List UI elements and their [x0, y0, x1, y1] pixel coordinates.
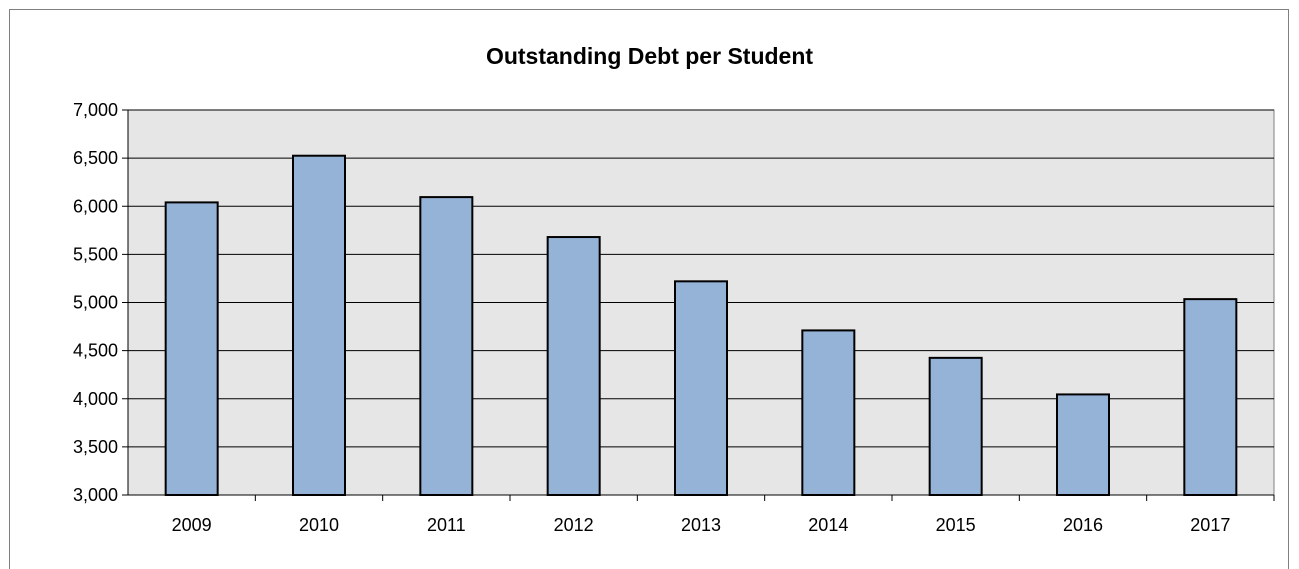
x-tick-label: 2014 [808, 515, 848, 535]
y-tick-label: 4,500 [73, 341, 118, 361]
x-tick-label: 2017 [1190, 515, 1230, 535]
x-tick-label: 2011 [427, 515, 466, 535]
x-tick-label: 2009 [172, 515, 212, 535]
y-tick-label: 5,000 [73, 293, 118, 313]
y-tick-label: 4,000 [73, 389, 118, 409]
y-tick-label: 6,500 [73, 148, 118, 168]
bar-2016 [1056, 393, 1110, 497]
y-tick-label: 7,000 [73, 100, 118, 120]
y-tick-label: 3,500 [73, 437, 118, 457]
x-tick-label: 2013 [681, 515, 721, 535]
x-tick-label: 2016 [1063, 515, 1103, 535]
bar-2015 [928, 356, 983, 496]
bar-2009 [164, 201, 219, 496]
y-tick-label: 5,500 [73, 244, 118, 264]
x-tick-label: 2012 [554, 515, 594, 535]
bar-2017 [1183, 298, 1238, 496]
bar-2014 [801, 329, 856, 496]
y-tick-label: 3,000 [73, 485, 118, 505]
chart-title: Outstanding Debt per Student [485, 43, 814, 69]
bar-2010 [292, 154, 346, 496]
bar-2012 [546, 236, 601, 497]
bar-2013 [674, 280, 728, 497]
y-tick-label: 6,000 [73, 196, 118, 216]
x-tick-label: 2015 [936, 515, 976, 535]
x-tick-label: 2010 [299, 515, 339, 535]
bar-2011 [419, 196, 474, 496]
